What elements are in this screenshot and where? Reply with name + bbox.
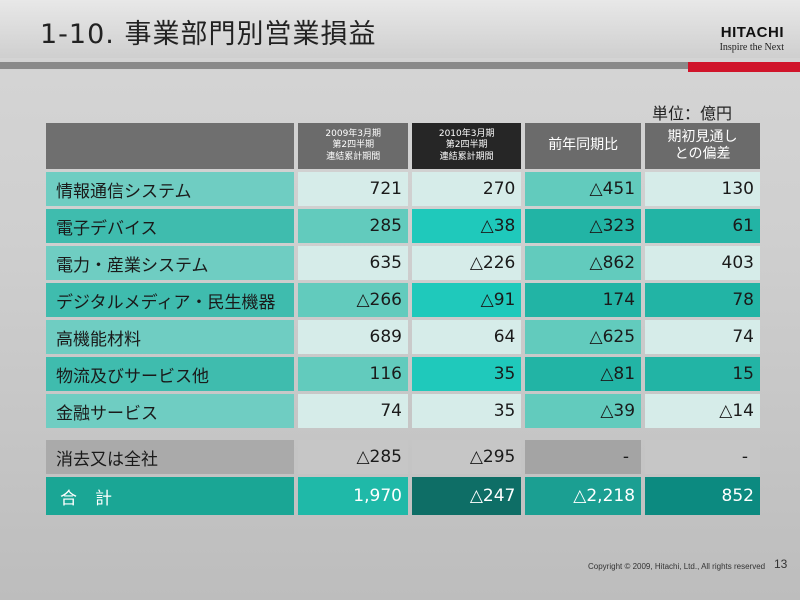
row-label: 電子デバイス bbox=[46, 209, 295, 243]
cell-value: △226 bbox=[411, 246, 522, 280]
header-yoy-change: 前年同期比 bbox=[525, 123, 642, 169]
cell-value: 35 bbox=[411, 394, 522, 428]
header-line: との偏差 bbox=[674, 146, 731, 162]
header-line: 2009年3月期 bbox=[325, 129, 382, 140]
cell-value: △285 bbox=[298, 440, 408, 474]
slide-title: 1-10. 事業部門別営業損益 bbox=[40, 19, 377, 50]
cell-value: △451 bbox=[525, 172, 642, 206]
total-label: 合計 bbox=[46, 477, 295, 515]
cell-value: 74 bbox=[298, 394, 408, 428]
cell-value: 116 bbox=[298, 357, 408, 391]
cell-value: △38 bbox=[411, 209, 522, 243]
header-vs-forecast: 期初見通し との偏差 bbox=[645, 123, 760, 169]
title-bar: 1-10. 事業部門別営業損益 bbox=[0, 0, 800, 58]
cell-value: 403 bbox=[645, 246, 760, 280]
row-label: 電力・産業システム bbox=[46, 246, 295, 280]
row-label: 金融サービス bbox=[46, 394, 295, 428]
table-row: 金融サービス 74 35 △39 △14 bbox=[46, 394, 760, 428]
elimination-row: 消去又は全社 △285 △295 - - bbox=[46, 440, 760, 474]
header-line: 2010年3月期 bbox=[438, 129, 495, 140]
page-number: 13 bbox=[774, 557, 788, 571]
cell-value: △625 bbox=[525, 320, 642, 354]
table-separator bbox=[46, 431, 760, 437]
copyright-notice: Copyright © 2009, Hitachi, Ltd., All rig… bbox=[588, 562, 766, 571]
row-label: デジタルメディア・民生機器 bbox=[46, 283, 295, 317]
unit-label: 単位：億円 bbox=[652, 104, 733, 123]
cell-value: 852 bbox=[645, 477, 760, 515]
cell-value: 15 bbox=[645, 357, 760, 391]
cell-value: △266 bbox=[298, 283, 408, 317]
cell-value: △247 bbox=[411, 477, 522, 515]
table-row: 物流及びサービス他 116 35 △81 15 bbox=[46, 357, 760, 391]
table-row: 高機能材料 689 64 △625 74 bbox=[46, 320, 760, 354]
cell-value: △91 bbox=[411, 283, 522, 317]
cell-value: 174 bbox=[525, 283, 642, 317]
cell-value: 689 bbox=[298, 320, 408, 354]
row-label: 高機能材料 bbox=[46, 320, 295, 354]
cell-value: 64 bbox=[411, 320, 522, 354]
header-line: 前年同期比 bbox=[548, 137, 619, 154]
cell-value: △39 bbox=[525, 394, 642, 428]
row-label: 消去又は全社 bbox=[46, 440, 295, 474]
header-fy2009-q2: 2009年3月期 第2四半期 連結累計期間 bbox=[298, 123, 408, 169]
segment-operating-income-table: 2009年3月期 第2四半期 連結累計期間 2010年3月期 第2四半期 連結累… bbox=[42, 120, 764, 518]
table-row: 電力・産業システム 635 △226 △862 403 bbox=[46, 246, 760, 280]
cell-value: △295 bbox=[411, 440, 522, 474]
cell-value: 270 bbox=[411, 172, 522, 206]
header-line: 第2四半期 bbox=[332, 140, 375, 151]
header-corner bbox=[46, 123, 295, 169]
cell-value: 1,970 bbox=[298, 477, 408, 515]
logo-wordmark: HITACHI bbox=[720, 24, 784, 41]
cell-value: 61 bbox=[645, 209, 760, 243]
cell-value: - bbox=[525, 440, 642, 474]
logo-tagline: Inspire the Next bbox=[719, 42, 784, 53]
header-line: 連結累計期間 bbox=[439, 151, 494, 162]
cell-value: △323 bbox=[525, 209, 642, 243]
cell-value: △81 bbox=[525, 357, 642, 391]
header-line: 第2四半期 bbox=[445, 140, 488, 151]
brand-accent-strip bbox=[688, 62, 800, 72]
hitachi-logo: HITACHI Inspire the Next bbox=[688, 24, 784, 58]
cell-value: - bbox=[645, 440, 760, 474]
separator-cell bbox=[46, 431, 760, 437]
cell-value: 35 bbox=[411, 357, 522, 391]
row-label: 情報通信システム bbox=[46, 172, 295, 206]
cell-value: △14 bbox=[645, 394, 760, 428]
cell-value: 130 bbox=[645, 172, 760, 206]
cell-value: 78 bbox=[645, 283, 760, 317]
cell-value: 74 bbox=[645, 320, 760, 354]
table-row: 情報通信システム 721 270 △451 130 bbox=[46, 172, 760, 206]
cell-value: △2,218 bbox=[525, 477, 642, 515]
cell-value: 285 bbox=[298, 209, 408, 243]
cell-value: 721 bbox=[298, 172, 408, 206]
total-row: 合計 1,970 △247 △2,218 852 bbox=[46, 477, 760, 515]
cell-value: △862 bbox=[525, 246, 642, 280]
header-fy2010-q2: 2010年3月期 第2四半期 連結累計期間 bbox=[411, 123, 522, 169]
cell-value: 635 bbox=[298, 246, 408, 280]
header-line: 連結累計期間 bbox=[326, 151, 381, 162]
header-row: 2009年3月期 第2四半期 連結累計期間 2010年3月期 第2四半期 連結累… bbox=[46, 123, 760, 169]
header-line: 期初見通し bbox=[667, 128, 738, 145]
title-underline bbox=[0, 62, 690, 69]
table-row: デジタルメディア・民生機器 △266 △91 174 78 bbox=[46, 283, 760, 317]
table-row: 電子デバイス 285 △38 △323 61 bbox=[46, 209, 760, 243]
row-label: 物流及びサービス他 bbox=[46, 357, 295, 391]
